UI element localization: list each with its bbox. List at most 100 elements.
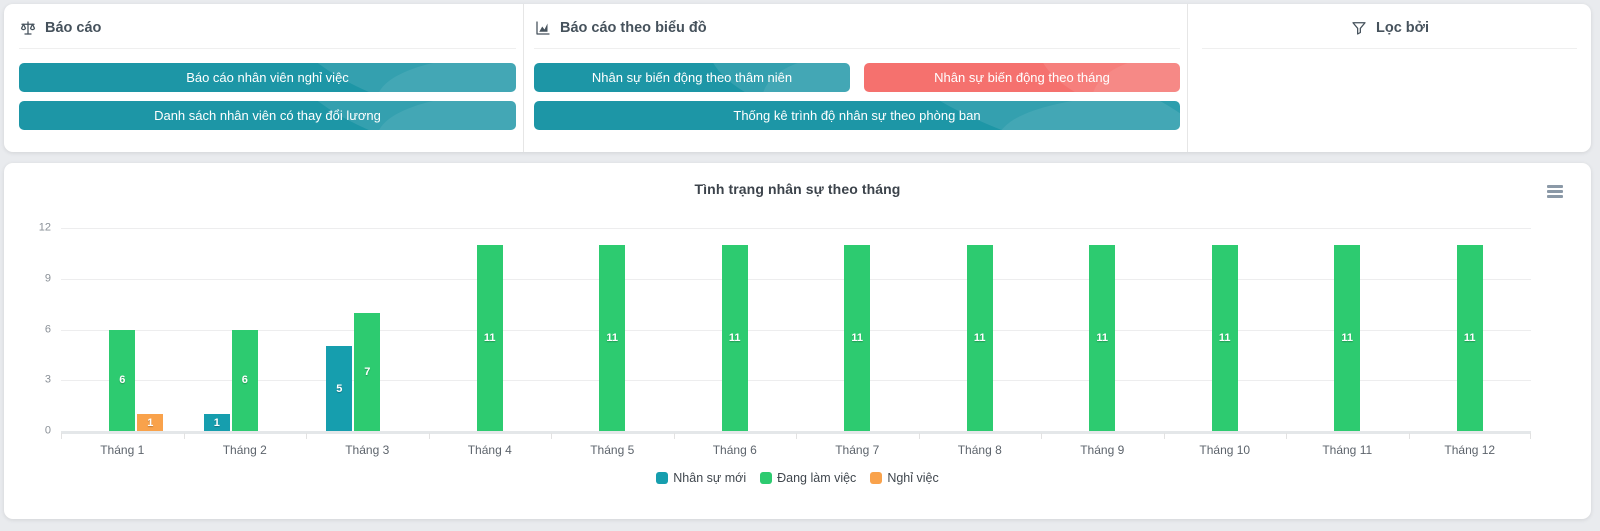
x-axis-label: Tháng 5 bbox=[551, 433, 674, 457]
gridline bbox=[61, 380, 1531, 382]
bar-value-label: 11 bbox=[973, 331, 986, 344]
gridline bbox=[61, 329, 1531, 331]
x-axis-label: Tháng 8 bbox=[918, 433, 1042, 457]
x-axis-label: Tháng 1 bbox=[61, 433, 184, 457]
bar-value-label: 11 bbox=[483, 331, 496, 344]
bar-chart: 0 3 6 9 12 6 1 1 6 5 7 11 11 11 11 11 11 11 11 11 Tháng 1 Th… bbox=[39, 222, 1532, 457]
bar-value-label: 11 bbox=[1341, 331, 1354, 344]
gridline bbox=[61, 228, 1531, 229]
report-salary-change-button[interactable]: Danh sách nhân viên có thay đổi lương bbox=[19, 101, 516, 130]
legend-swatch bbox=[656, 472, 669, 484]
y-axis-label: 3 bbox=[44, 373, 51, 386]
bar: 11 bbox=[721, 244, 748, 431]
bar: 11 bbox=[1334, 244, 1361, 431]
section-filter: Lọc bởi bbox=[1188, 4, 1591, 152]
bar-group: 11 bbox=[1164, 228, 1287, 431]
x-axis-label: Tháng 2 bbox=[183, 433, 307, 457]
chart-reports-section-header: Báo cáo theo biểu đồ bbox=[534, 17, 1180, 39]
x-axis-label: Tháng 9 bbox=[1041, 433, 1164, 457]
filter-section-header: Lọc bởi bbox=[1202, 17, 1577, 39]
gridline bbox=[61, 278, 1531, 280]
x-axis-label: Tháng 7 bbox=[796, 433, 919, 457]
scale-icon bbox=[19, 19, 37, 37]
x-axis-label: Tháng 3 bbox=[306, 433, 429, 457]
report-qualification-button[interactable]: Thống kê trình độ nhân sự theo phòng ban bbox=[534, 101, 1180, 130]
x-axis-label: Tháng 6 bbox=[673, 433, 797, 457]
bar-value-label: 11 bbox=[851, 331, 864, 344]
legend-label: Đang làm việc bbox=[777, 471, 857, 485]
legend-swatch bbox=[760, 472, 773, 484]
reports-section-header: Báo cáo bbox=[19, 17, 516, 39]
bar: 1 bbox=[203, 414, 230, 431]
plot-area: 0 3 6 9 12 6 1 1 6 5 7 11 11 11 11 11 11 11 11 11 bbox=[39, 222, 1531, 436]
bar: 11 bbox=[1089, 244, 1116, 431]
bar: 11 bbox=[599, 244, 626, 431]
bar-value-label: 6 bbox=[241, 374, 248, 387]
bar-group: 11 bbox=[1286, 228, 1409, 431]
chart-title: Tình trạng nhân sự theo tháng bbox=[694, 181, 901, 197]
bar-value-label: 1 bbox=[213, 416, 220, 429]
bar-value-label: 11 bbox=[606, 331, 619, 344]
x-axis-label: Tháng 10 bbox=[1163, 433, 1287, 457]
legend-label: Nhân sự mới bbox=[673, 471, 747, 485]
bar-value-label: 11 bbox=[1218, 331, 1231, 344]
legend-swatch bbox=[870, 472, 883, 484]
chart-reports-section-title: Báo cáo theo biểu đồ bbox=[560, 20, 707, 36]
bar-group: 11 bbox=[1041, 228, 1164, 431]
legend-label: Nghỉ việc bbox=[887, 471, 939, 485]
bar: 5 bbox=[326, 346, 353, 431]
bar-value-label: 7 bbox=[364, 365, 371, 378]
y-axis-label: 6 bbox=[44, 323, 51, 335]
bar: 11 bbox=[966, 244, 993, 431]
divider bbox=[1202, 48, 1577, 49]
bar-value-label: 5 bbox=[336, 382, 343, 395]
y-axis-label: 9 bbox=[44, 272, 51, 285]
area-chart-icon bbox=[534, 19, 552, 37]
bar: 11 bbox=[1456, 244, 1483, 431]
bar-group: 11 bbox=[429, 228, 552, 431]
filter-section-title: Lọc bởi bbox=[1375, 20, 1429, 36]
bar-value-label: 6 bbox=[119, 374, 126, 387]
report-leavers-button[interactable]: Báo cáo nhân viên nghỉ việc bbox=[19, 63, 516, 92]
reports-panel: Báo cáo Báo cáo nhân viên nghỉ việc Danh… bbox=[4, 4, 1591, 152]
y-axis-label: 12 bbox=[38, 221, 51, 234]
reports-section-title: Báo cáo bbox=[45, 20, 102, 36]
hamburger-menu-icon[interactable] bbox=[1547, 185, 1563, 200]
bar-value-label: 11 bbox=[1463, 331, 1476, 344]
bar: 11 bbox=[844, 244, 871, 431]
legend-item[interactable]: Nhân sự mới bbox=[656, 471, 746, 485]
bar: 6 bbox=[231, 329, 258, 431]
x-axis-labels: Tháng 1 Tháng 2 Tháng 3 Tháng 4 Tháng 5 Tháng… bbox=[61, 433, 1532, 457]
bar-group: 11 bbox=[674, 228, 797, 431]
report-monthly-change-button[interactable]: Nhân sự biến động theo tháng bbox=[864, 63, 1180, 92]
x-axis-label: Tháng 11 bbox=[1286, 433, 1409, 457]
bar-value-label: 1 bbox=[147, 416, 154, 429]
y-axis-label: 0 bbox=[44, 424, 51, 437]
x-axis-label: Tháng 12 bbox=[1408, 433, 1532, 457]
section-reports: Báo cáo Báo cáo nhân viên nghỉ việc Danh… bbox=[4, 4, 524, 152]
bar-value-label: 11 bbox=[1096, 331, 1109, 344]
legend-item[interactable]: Đang làm việc bbox=[760, 471, 856, 485]
bar: 6 bbox=[109, 329, 136, 431]
bar: 11 bbox=[476, 244, 503, 431]
report-seniority-button[interactable]: Nhân sự biến động theo thâm niên bbox=[534, 63, 850, 92]
x-axis-label: Tháng 4 bbox=[428, 433, 552, 457]
bar-groups: 6 1 1 6 5 7 11 11 11 11 11 11 11 11 11 bbox=[61, 228, 1531, 431]
bar-group: 11 bbox=[1409, 228, 1532, 431]
bar-group: 11 bbox=[796, 228, 919, 431]
bar-group: 11 bbox=[919, 228, 1042, 431]
chart-legend: Nhân sự mới Đang làm việc Nghỉ việc bbox=[16, 471, 1579, 485]
legend-item[interactable]: Nghỉ việc bbox=[870, 471, 939, 485]
divider bbox=[534, 48, 1180, 49]
bar: 7 bbox=[354, 312, 381, 431]
bar-group: 11 bbox=[551, 228, 674, 431]
bar-value-label: 11 bbox=[728, 331, 741, 344]
funnel-icon bbox=[1350, 19, 1368, 37]
bar: 1 bbox=[137, 414, 164, 431]
divider bbox=[19, 48, 516, 49]
bar: 11 bbox=[1211, 244, 1238, 431]
